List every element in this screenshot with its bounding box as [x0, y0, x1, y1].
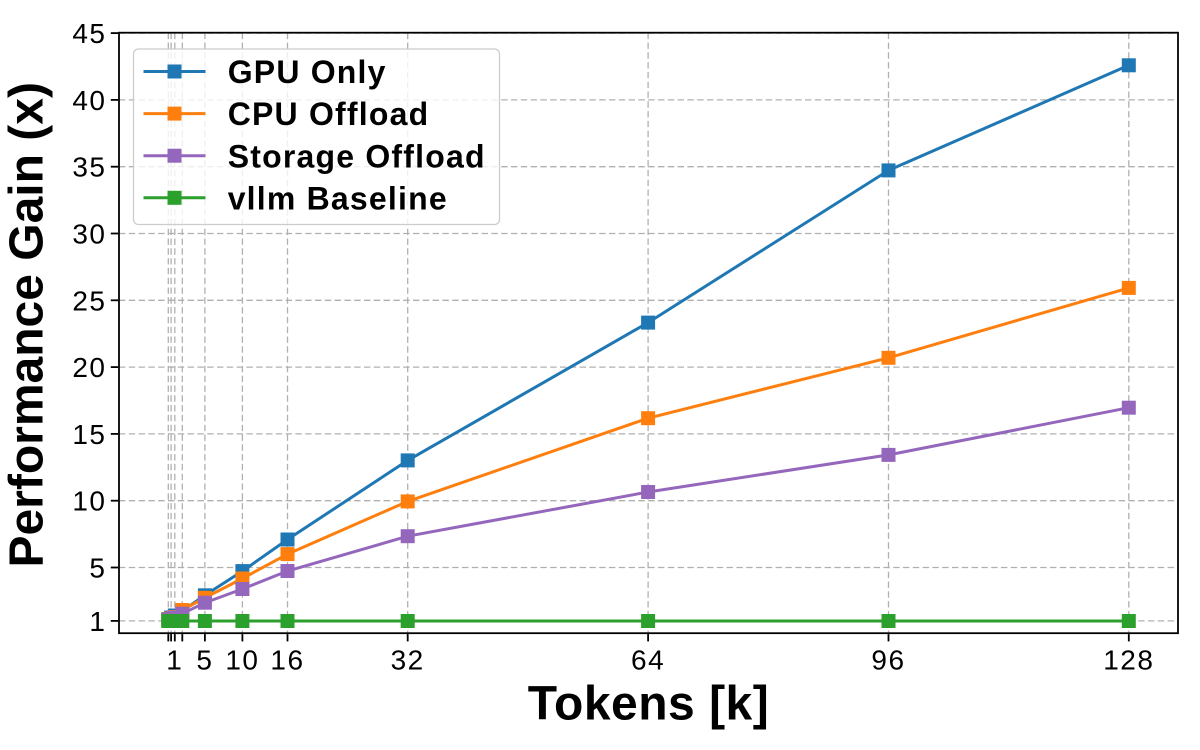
- svg-text:32: 32: [391, 645, 425, 676]
- svg-text:16: 16: [270, 645, 304, 676]
- svg-text:10: 10: [225, 645, 259, 676]
- svg-text:Tokens [k]: Tokens [k]: [528, 677, 769, 730]
- svg-text:1: 1: [89, 606, 106, 637]
- svg-text:128: 128: [1103, 645, 1154, 676]
- svg-text:5: 5: [196, 645, 213, 676]
- svg-text:40: 40: [72, 85, 106, 116]
- svg-text:1: 1: [166, 645, 183, 676]
- svg-text:96: 96: [871, 645, 905, 676]
- svg-text:Storage Offload: Storage Offload: [228, 138, 486, 174]
- svg-text:35: 35: [72, 152, 106, 183]
- svg-text:CPU Offload: CPU Offload: [228, 96, 430, 132]
- svg-text:Performance Gain (x): Performance Gain (x): [1, 82, 54, 567]
- svg-text:GPU Only: GPU Only: [228, 54, 387, 90]
- svg-text:64: 64: [631, 645, 665, 676]
- svg-text:25: 25: [72, 285, 106, 316]
- svg-text:10: 10: [72, 486, 106, 517]
- svg-text:vllm Baseline: vllm Baseline: [228, 180, 448, 216]
- svg-text:45: 45: [72, 18, 106, 49]
- svg-text:15: 15: [72, 419, 106, 450]
- svg-text:30: 30: [72, 219, 106, 250]
- svg-text:20: 20: [72, 352, 106, 383]
- svg-text:5: 5: [89, 553, 106, 584]
